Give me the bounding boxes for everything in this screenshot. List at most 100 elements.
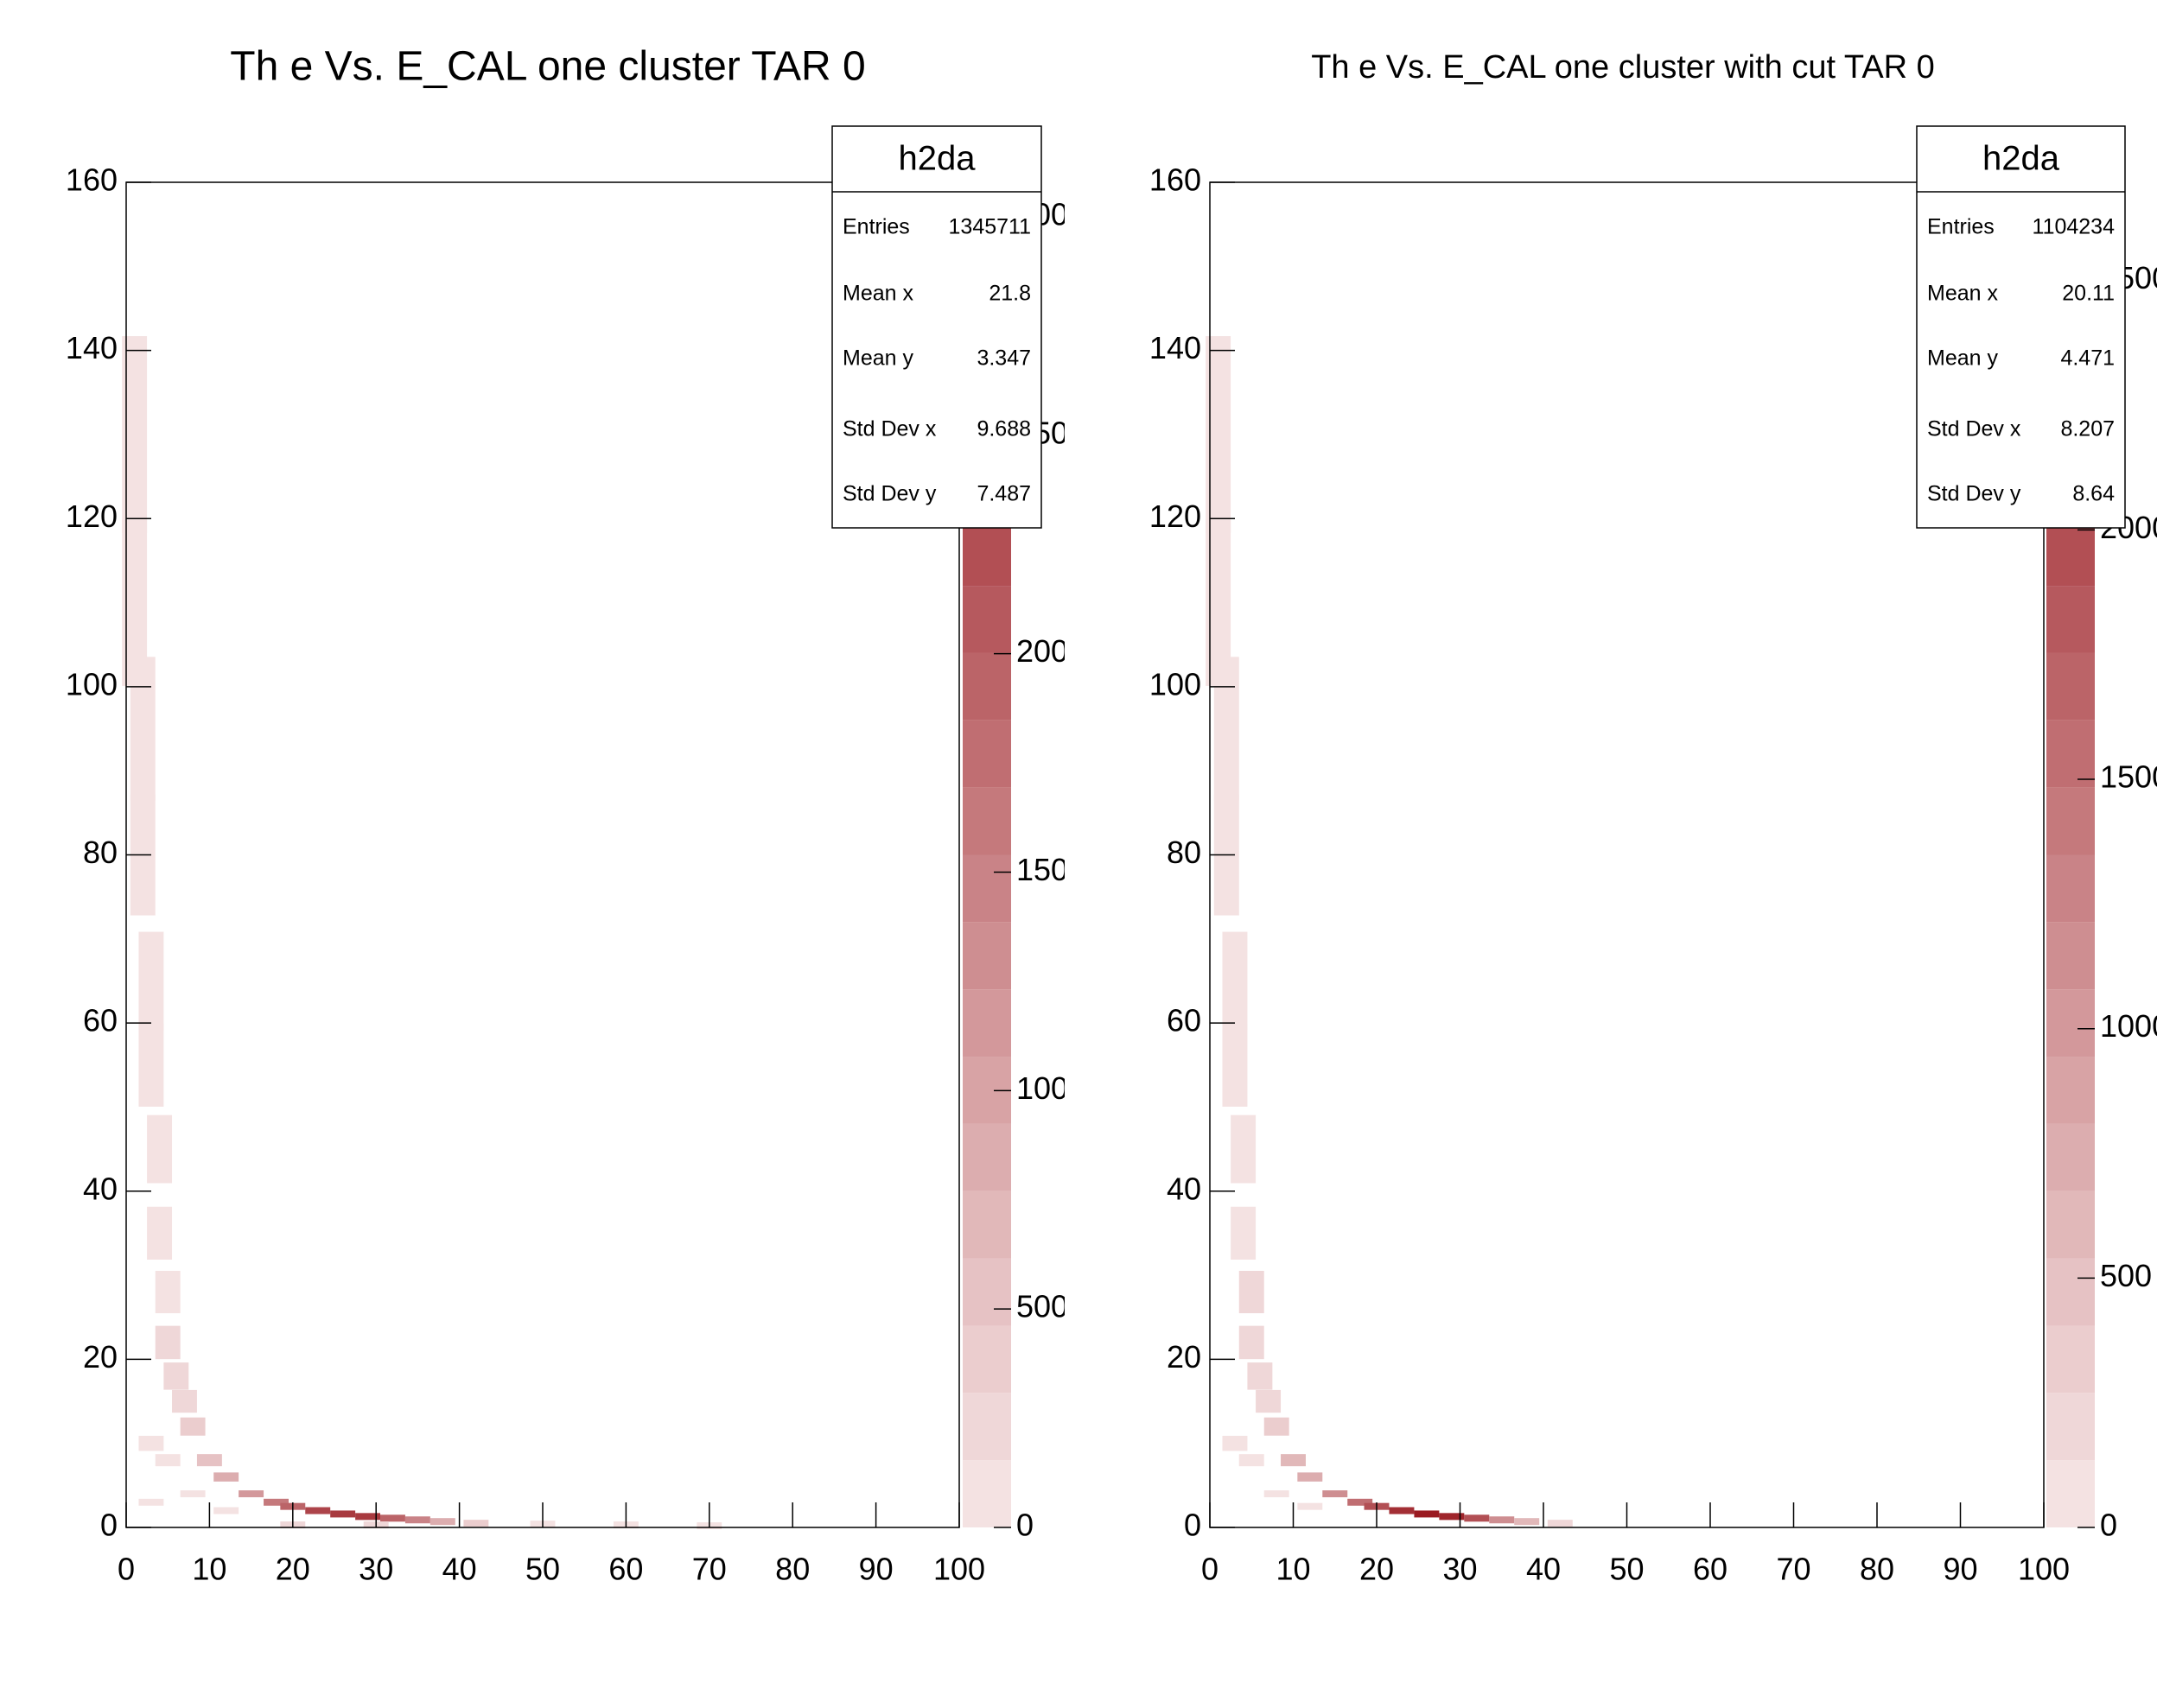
stats-name: h2da	[1982, 140, 2060, 178]
z-tick-label: 0	[1016, 1508, 1034, 1543]
heat-cell	[180, 1417, 206, 1436]
heat-cell	[355, 1513, 381, 1521]
heat-cell	[264, 1498, 289, 1506]
stats-label: Std Dev x	[843, 417, 937, 441]
x-tick-label: 70	[1776, 1552, 1810, 1587]
stats-label: Mean y	[1927, 346, 1998, 371]
stats-label: Std Dev y	[843, 482, 937, 506]
y-tick-label: 120	[66, 498, 118, 534]
heat-cell	[1238, 1325, 1264, 1360]
heat-cell	[1238, 1271, 1264, 1314]
color-band	[963, 720, 1011, 788]
x-tick-label: 60	[1693, 1552, 1728, 1587]
heat-cell	[1263, 1490, 1289, 1498]
x-tick-label: 90	[1943, 1552, 1977, 1587]
heat-cell	[1464, 1514, 1490, 1522]
color-band	[2046, 1258, 2095, 1326]
y-tick-label: 60	[83, 1003, 118, 1038]
heat-cell	[138, 1023, 164, 1107]
z-tick-label: 1500	[2100, 759, 2157, 795]
color-band	[963, 1325, 1011, 1394]
heat-cell	[1247, 1362, 1273, 1390]
z-tick-label: 0	[2100, 1508, 2117, 1543]
stats-label: Mean x	[1927, 282, 1998, 306]
heat-cell	[1547, 1520, 1573, 1527]
stats-value: 9.688	[977, 417, 1031, 441]
color-band	[963, 518, 1011, 587]
heat-cell	[1231, 1114, 1257, 1184]
stats-value: 21.8	[989, 282, 1031, 306]
heat-cell	[155, 1271, 181, 1314]
heat-cell	[1297, 1502, 1323, 1510]
stats-label: Mean x	[843, 282, 913, 306]
heat-cell	[1231, 1206, 1257, 1260]
x-tick-label: 0	[1201, 1552, 1218, 1587]
stats-value: 20.11	[2062, 282, 2115, 306]
y-tick-label: 160	[66, 162, 118, 198]
heat-cell	[155, 1325, 181, 1360]
chart-title: Th e Vs. E_CAL one cluster with cut TAR …	[1311, 49, 1935, 86]
stats-value: 1345711	[949, 215, 1031, 239]
heat-cell	[1439, 1513, 1465, 1521]
color-band	[963, 787, 1011, 855]
stats-value: 8.64	[2072, 482, 2115, 506]
x-tick-label: 80	[1860, 1552, 1894, 1587]
color-band	[963, 652, 1011, 721]
y-tick-label: 20	[1167, 1339, 1201, 1375]
x-tick-label: 30	[359, 1552, 393, 1587]
heat-cell	[1514, 1518, 1540, 1526]
color-band	[2046, 787, 2095, 855]
color-band	[2046, 720, 2095, 788]
y-tick-label: 80	[83, 835, 118, 870]
stats-box	[831, 125, 1042, 529]
heat-cell	[463, 1520, 489, 1527]
z-tick-label: 1500	[1016, 852, 1085, 887]
heat-cell	[429, 1518, 455, 1526]
stats-value: 3.347	[977, 346, 1031, 371]
color-band	[963, 1191, 1011, 1259]
color-band	[2046, 652, 2095, 721]
heat-cell	[180, 1490, 206, 1498]
stats-value: 8.207	[2060, 417, 2115, 441]
color-band	[2046, 989, 2095, 1057]
heat-cell	[330, 1510, 356, 1518]
heat-cell	[1297, 1472, 1323, 1482]
y-tick-label: 160	[1149, 162, 1201, 198]
heat-cell	[155, 1454, 181, 1467]
heat-cell	[239, 1490, 264, 1498]
color-band	[2046, 1123, 2095, 1191]
x-tick-label: 10	[1276, 1552, 1310, 1587]
y-tick-label: 40	[83, 1171, 118, 1206]
heat-cell	[1238, 1454, 1264, 1467]
color-band	[963, 989, 1011, 1057]
stats-label: Std Dev y	[1927, 482, 2021, 506]
stats-value: 1104234	[2033, 215, 2116, 239]
color-band	[963, 1460, 1011, 1527]
color-band	[2046, 518, 2095, 587]
color-band	[2046, 1460, 2095, 1527]
color-band	[963, 586, 1011, 653]
x-tick-label: 100	[933, 1552, 985, 1587]
stats-value: 7.487	[977, 482, 1031, 506]
color-band	[2046, 586, 2095, 653]
z-tick-label: 2000	[1016, 633, 1085, 669]
chart-title: Th e Vs. E_CAL one cluster TAR 0	[230, 44, 865, 90]
y-tick-label: 100	[66, 666, 118, 702]
y-tick-label: 140	[1149, 330, 1201, 365]
heat-cell	[1222, 931, 1248, 1031]
stats-name: h2da	[899, 140, 977, 178]
x-tick-label: 20	[276, 1552, 310, 1587]
y-tick-label: 0	[1184, 1508, 1201, 1543]
heat-cell	[1263, 1417, 1289, 1436]
heat-cell	[1347, 1498, 1373, 1506]
y-tick-label: 120	[1149, 498, 1201, 534]
y-tick-label: 0	[100, 1508, 118, 1543]
stats-label: Std Dev x	[1927, 417, 2021, 441]
x-tick-label: 70	[692, 1552, 727, 1587]
z-tick-label: 1000	[2100, 1008, 2157, 1044]
color-band	[963, 1393, 1011, 1461]
x-tick-label: 10	[192, 1552, 226, 1587]
heat-cell	[138, 1435, 164, 1451]
heat-cell	[1222, 1023, 1248, 1107]
